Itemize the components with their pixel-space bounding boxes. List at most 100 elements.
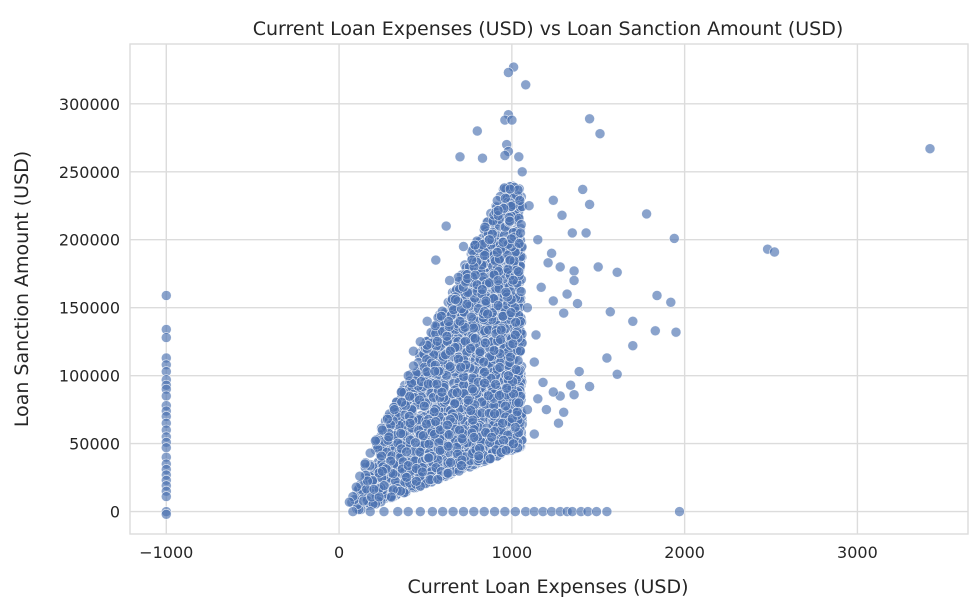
data-point [509, 421, 521, 433]
data-point [373, 491, 385, 503]
data-point [572, 298, 583, 309]
data-point [495, 324, 507, 336]
data-point [344, 496, 355, 508]
data-point [627, 340, 639, 352]
data-point [509, 506, 521, 517]
data-point [502, 263, 514, 275]
data-point [456, 433, 468, 444]
data-point [368, 483, 380, 495]
data-point [435, 310, 447, 322]
data-point [558, 307, 570, 319]
data-point [565, 379, 576, 391]
data-point [494, 390, 505, 401]
data-point [482, 390, 494, 402]
data-point [594, 128, 606, 139]
data-point [468, 506, 480, 517]
data-point [611, 368, 623, 380]
data-point [469, 269, 481, 281]
data-point [507, 338, 519, 350]
data-point [455, 361, 467, 373]
data-point [430, 254, 442, 266]
data-point [500, 192, 511, 204]
data-point [556, 210, 568, 221]
data-point [503, 370, 514, 382]
data-point [591, 506, 602, 517]
data-point [479, 377, 490, 389]
data-point [516, 166, 528, 178]
data-point [498, 434, 509, 446]
data-point [414, 446, 426, 458]
data-point [491, 247, 503, 258]
data-point [442, 467, 454, 479]
y-axis-label: Loan Sanction Amount (USD) [11, 151, 33, 427]
data-point [500, 444, 512, 456]
data-point [378, 506, 390, 517]
data-point [477, 152, 488, 164]
data-point [479, 366, 490, 378]
data-point [473, 450, 485, 462]
data-point [566, 227, 578, 239]
data-point [513, 266, 524, 278]
y-tick-label: 250000 [59, 163, 120, 182]
data-point [504, 254, 516, 266]
data-point [466, 254, 478, 266]
data-point [414, 506, 426, 517]
data-point [520, 79, 532, 91]
data-point [404, 417, 416, 429]
data-point [385, 491, 397, 503]
data-point [522, 404, 533, 415]
data-point [522, 302, 533, 314]
data-point [489, 408, 500, 420]
data-point [410, 437, 421, 449]
data-point [383, 431, 395, 443]
data-point [541, 404, 552, 415]
data-point [382, 413, 393, 425]
data-point [161, 390, 172, 402]
data-point [554, 261, 566, 273]
data-point [584, 199, 595, 210]
data-point [568, 275, 580, 286]
data-point [461, 298, 473, 310]
data-point [395, 428, 407, 439]
data-point [584, 113, 595, 125]
data-point [467, 414, 479, 426]
data-point [411, 475, 422, 487]
data-point [437, 506, 449, 517]
data-point [376, 450, 387, 462]
data-point [530, 329, 542, 341]
x-axis-label: Current Loan Expenses (USD) [408, 576, 689, 598]
x-tick-label: 1000 [491, 543, 532, 562]
data-point [364, 506, 376, 517]
data-point [535, 281, 547, 293]
data-point [442, 440, 454, 452]
data-point [558, 406, 570, 418]
data-point [649, 325, 661, 337]
data-point [370, 435, 381, 447]
data-point [501, 382, 513, 394]
data-point [508, 438, 519, 450]
data-point [417, 430, 429, 442]
data-point [480, 295, 492, 307]
data-point [513, 397, 525, 409]
data-point [467, 383, 478, 395]
data-point [469, 239, 481, 251]
data-point [627, 315, 639, 327]
data-point [505, 307, 517, 318]
data-point [482, 308, 493, 320]
data-point [479, 337, 491, 349]
data-point [499, 150, 511, 161]
data-point [769, 246, 780, 258]
data-point [364, 447, 376, 459]
data-point [478, 506, 490, 517]
data-point [492, 300, 504, 311]
data-point [445, 457, 456, 468]
data-point [484, 453, 496, 465]
data-point [447, 506, 459, 517]
data-point [528, 356, 540, 368]
data-point [665, 296, 677, 308]
data-point [604, 306, 616, 318]
data-point [458, 506, 469, 517]
plot-frame [129, 43, 969, 535]
data-point [492, 205, 504, 216]
data-point [561, 288, 573, 300]
